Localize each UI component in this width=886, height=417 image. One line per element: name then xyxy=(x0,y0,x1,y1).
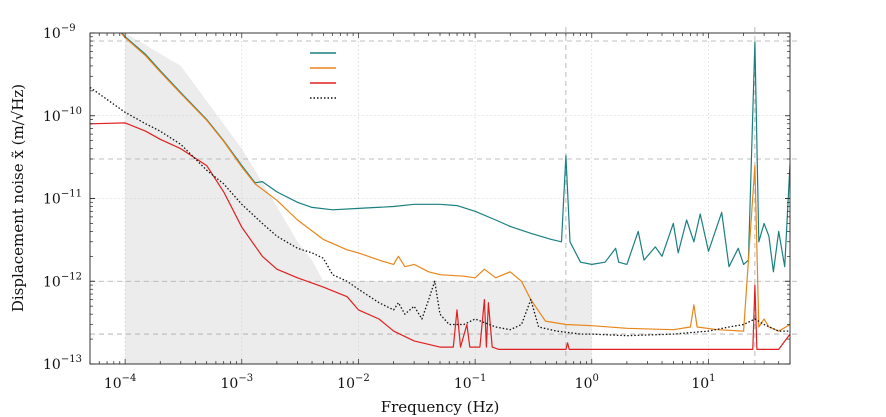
y-tick-label: 10−11 xyxy=(43,189,82,208)
x-tick-label: 10−4 xyxy=(104,373,137,392)
x-tick-label: 10−2 xyxy=(337,373,370,392)
legend xyxy=(310,52,336,99)
y-tick-label: 10−9 xyxy=(43,23,76,42)
y-tick-label: 10−13 xyxy=(43,354,82,373)
x-axis-title: Frequency (Hz) xyxy=(381,398,500,416)
y-tick-label: 10−12 xyxy=(43,271,82,290)
x-tick-label: 10−1 xyxy=(454,373,487,392)
series-line-1 xyxy=(121,33,790,273)
x-tick-label: 101 xyxy=(691,373,715,392)
y-axis-title: Displacement noise x̃ (m/√Hz) xyxy=(9,84,27,312)
y-tick-label: 10−10 xyxy=(43,106,82,125)
series-line-3 xyxy=(90,122,790,350)
x-tick-label: 100 xyxy=(575,373,599,392)
series-line-2 xyxy=(120,33,790,332)
x-tick-label: 10−3 xyxy=(220,373,253,392)
